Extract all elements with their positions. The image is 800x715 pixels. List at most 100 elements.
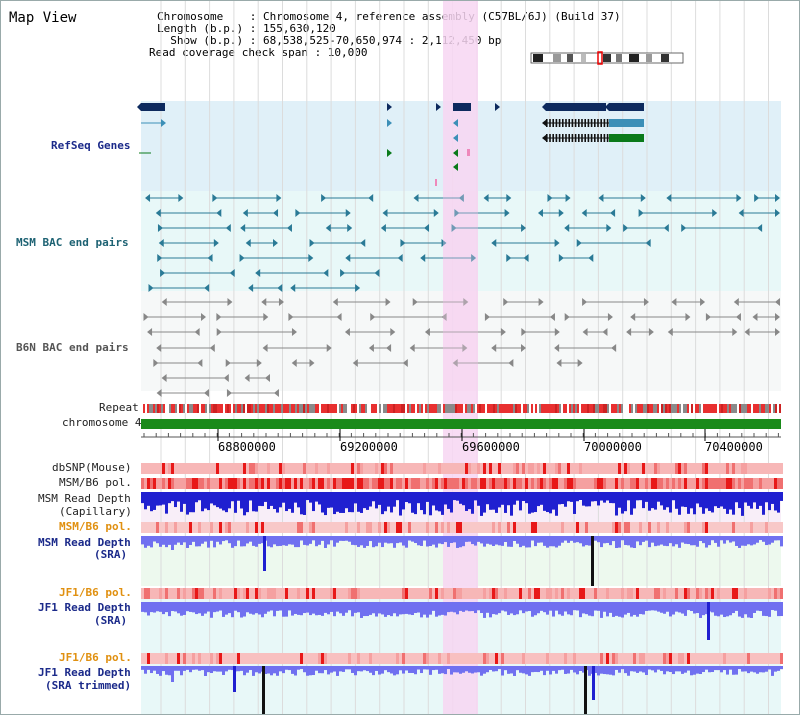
polymorphism-cell: [684, 653, 687, 664]
polymorphism-cell: [768, 463, 771, 474]
polymorphism-cell: [165, 522, 168, 533]
polymorphism-cell: [159, 478, 162, 489]
depth-bar: [639, 666, 642, 672]
polymorphism-cell: [597, 463, 600, 474]
polymorphism-cell: [450, 522, 453, 533]
depth-bar: [465, 536, 468, 542]
polymorphism-cell: [432, 588, 435, 599]
track-label-b6n-bac[interactable]: B6N BAC end pairs: [16, 341, 129, 354]
polymorphism-cell: [300, 522, 303, 533]
depth-spike: [263, 536, 266, 571]
track-label-chromosome[interactable]: chromosome 4: [62, 416, 142, 429]
depth-bar: [771, 536, 774, 543]
track-label-refseq[interactable]: RefSeq Genes: [51, 139, 131, 152]
track-label-jf1-b6-pol-1[interactable]: JF1/B6 pol.: [59, 586, 132, 599]
track-label-msm-b6-pol-2[interactable]: MSM/B6 pol.: [59, 520, 132, 533]
polymorphism-cell: [345, 522, 348, 533]
polymorphism-cell: [378, 653, 381, 664]
feature-marker: [640, 194, 646, 202]
depth-bar: [765, 492, 768, 503]
track-label-repeat[interactable]: Repeat: [99, 401, 139, 414]
depth-bar: [753, 666, 756, 673]
polymorphism-cell: [453, 588, 456, 599]
polymorphism-cell: [543, 463, 546, 474]
gene-model: [141, 103, 165, 111]
feature-marker: [521, 224, 527, 232]
polymorphism-cell: [699, 653, 702, 664]
track-label-jf1-depth-sra[interactable]: JF1 Read Depth: [38, 601, 131, 614]
gene-exon: [574, 119, 577, 127]
polymorphism-cell: [144, 463, 147, 474]
polymorphism-cell: [603, 478, 606, 489]
polymorphism-cell: [243, 653, 246, 664]
polymorphism-cell: [144, 588, 147, 599]
repeat-block: [681, 404, 683, 413]
depth-bar: [465, 602, 468, 611]
polymorphism-cell: [543, 653, 546, 664]
repeat-block: [671, 404, 673, 413]
depth-bar: [519, 536, 522, 548]
polymorphism-cell: [441, 478, 444, 489]
depth-bar: [672, 492, 675, 501]
depth-bar: [342, 602, 345, 616]
polymorphism-cell: [153, 522, 156, 533]
repeat-block: [175, 404, 177, 413]
track-label-jf1-depth-trim[interactable]: JF1 Read Depth: [38, 666, 131, 679]
repeat-block: [579, 404, 581, 413]
repeat-block: [355, 404, 357, 413]
repeat-block: [657, 404, 659, 413]
depth-bar: [618, 536, 621, 548]
polymorphism-cell: [519, 522, 522, 533]
track-label-msm-bac[interactable]: MSM BAC end pairs: [16, 236, 129, 249]
repeat-block: [243, 404, 245, 413]
depth-bar: [213, 536, 216, 548]
depth-bar: [576, 492, 579, 502]
polymorphism-cell: [399, 522, 402, 533]
repeat-block: [715, 404, 717, 413]
depth-bar: [207, 602, 210, 612]
polymorphism-cell: [453, 522, 456, 533]
depth-bar: [258, 602, 261, 615]
depth-bar: [336, 536, 339, 543]
feature-marker: [161, 298, 167, 306]
polymorphism-cell: [669, 463, 672, 474]
depth-bar: [438, 492, 441, 512]
depth-bar: [210, 666, 213, 674]
polymorphism-cell: [297, 588, 300, 599]
feature-marker: [325, 224, 331, 232]
track-label-jf1-b6-pol-2[interactable]: JF1/B6 pol.: [59, 651, 132, 664]
polymorphism-cell: [567, 463, 570, 474]
depth-bar: [681, 536, 684, 543]
depth-bar: [288, 666, 291, 671]
polymorphism-cell: [270, 478, 273, 489]
track-label-msm-b6-pol-1[interactable]: MSM/B6 pol.: [59, 476, 132, 489]
polymorphism-cell: [207, 653, 210, 664]
depth-bar: [183, 666, 186, 671]
polymorphism-cell: [321, 653, 324, 664]
depth-bar: [183, 536, 186, 543]
depth-bar: [423, 602, 426, 615]
repeat-block: [347, 404, 349, 413]
depth-bar: [198, 602, 201, 614]
polymorphism-cell: [729, 478, 732, 489]
polymorphism-cell: [306, 478, 309, 489]
repeat-block: [491, 404, 493, 413]
track-label-dbsnp[interactable]: dbSNP(Mouse): [52, 461, 132, 474]
polymorphism-cell: [216, 588, 219, 599]
track-label-msm-depth-cap[interactable]: MSM Read Depth: [38, 492, 131, 505]
repeat-block: [757, 404, 759, 413]
polymorphism-cell: [729, 463, 732, 474]
polymorphism-cell: [564, 653, 567, 664]
polymorphism-cell: [249, 653, 252, 664]
polymorphism-cell: [402, 653, 405, 664]
polymorphism-cell: [564, 522, 567, 533]
polymorphism-cell: [360, 653, 363, 664]
polymorphism-cell: [246, 588, 249, 599]
depth-bar: [477, 492, 480, 506]
depth-bar: [390, 602, 393, 617]
depth-bar: [546, 666, 549, 671]
feature-marker: [441, 313, 447, 321]
polymorphism-cell: [762, 478, 765, 489]
track-label-msm-depth-sra[interactable]: MSM Read Depth: [38, 536, 131, 549]
